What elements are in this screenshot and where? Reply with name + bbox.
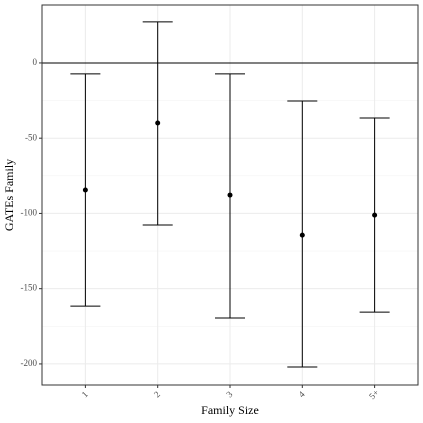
point bbox=[155, 120, 161, 126]
panel-border bbox=[41, 4, 419, 386]
y-axis-title: GATEs Family bbox=[2, 159, 16, 231]
y-tick-label: -50 bbox=[25, 132, 37, 142]
x-tick-label: 3 bbox=[224, 389, 235, 400]
y-tick-label: -200 bbox=[21, 358, 38, 368]
x-tick-label: 4 bbox=[297, 389, 308, 400]
point bbox=[372, 212, 378, 218]
x-axis-title: Family Size bbox=[201, 403, 259, 417]
point bbox=[82, 187, 88, 193]
x-tick-label: 5+ bbox=[367, 387, 381, 401]
x-tick-label: 1 bbox=[80, 389, 90, 399]
point bbox=[299, 232, 305, 238]
x-tick-label: 2 bbox=[152, 389, 162, 399]
y-tick-label: -150 bbox=[21, 283, 38, 293]
y-tick-label: -100 bbox=[21, 207, 38, 217]
point bbox=[227, 192, 233, 198]
y-tick-label: 0 bbox=[33, 57, 38, 67]
